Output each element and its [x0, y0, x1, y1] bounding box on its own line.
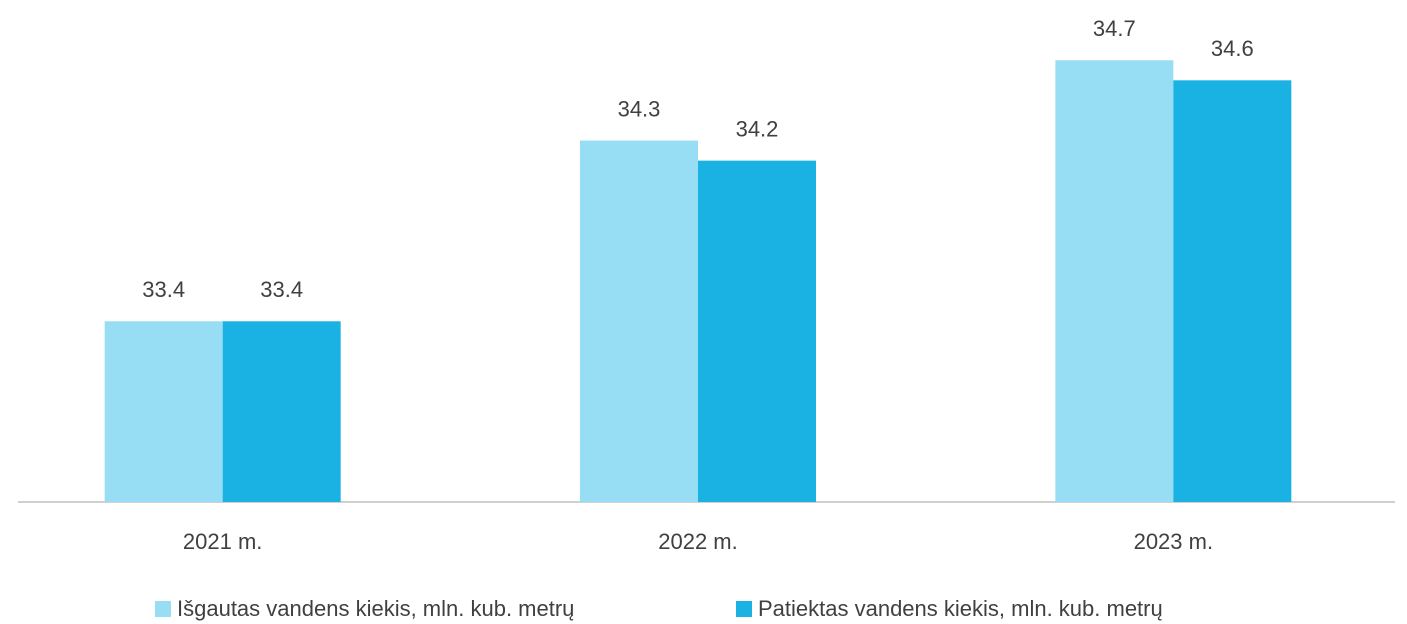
value-label: 34.3 — [618, 96, 661, 121]
legend-label: Patiektas vandens kiekis, mln. kub. metr… — [758, 596, 1163, 621]
value-label: 34.6 — [1211, 36, 1254, 61]
bar — [222, 321, 341, 502]
value-label: 34.2 — [736, 116, 779, 141]
value-label: 34.7 — [1093, 16, 1136, 41]
legend-label: Išgautas vandens kiekis, mln. kub. metrų — [177, 596, 574, 621]
value-label: 33.4 — [260, 277, 303, 302]
x-tick-label: 2021 m. — [183, 529, 263, 554]
bar — [698, 160, 816, 502]
legend-swatch — [736, 601, 752, 617]
bar — [1055, 60, 1174, 503]
legend-swatch — [155, 601, 171, 617]
value-label: 33.4 — [142, 277, 185, 302]
bar — [1173, 80, 1292, 502]
x-tick-label: 2023 m. — [1134, 529, 1214, 554]
bar — [580, 140, 698, 502]
x-tick-label: 2022 m. — [658, 529, 738, 554]
bar — [104, 321, 223, 502]
